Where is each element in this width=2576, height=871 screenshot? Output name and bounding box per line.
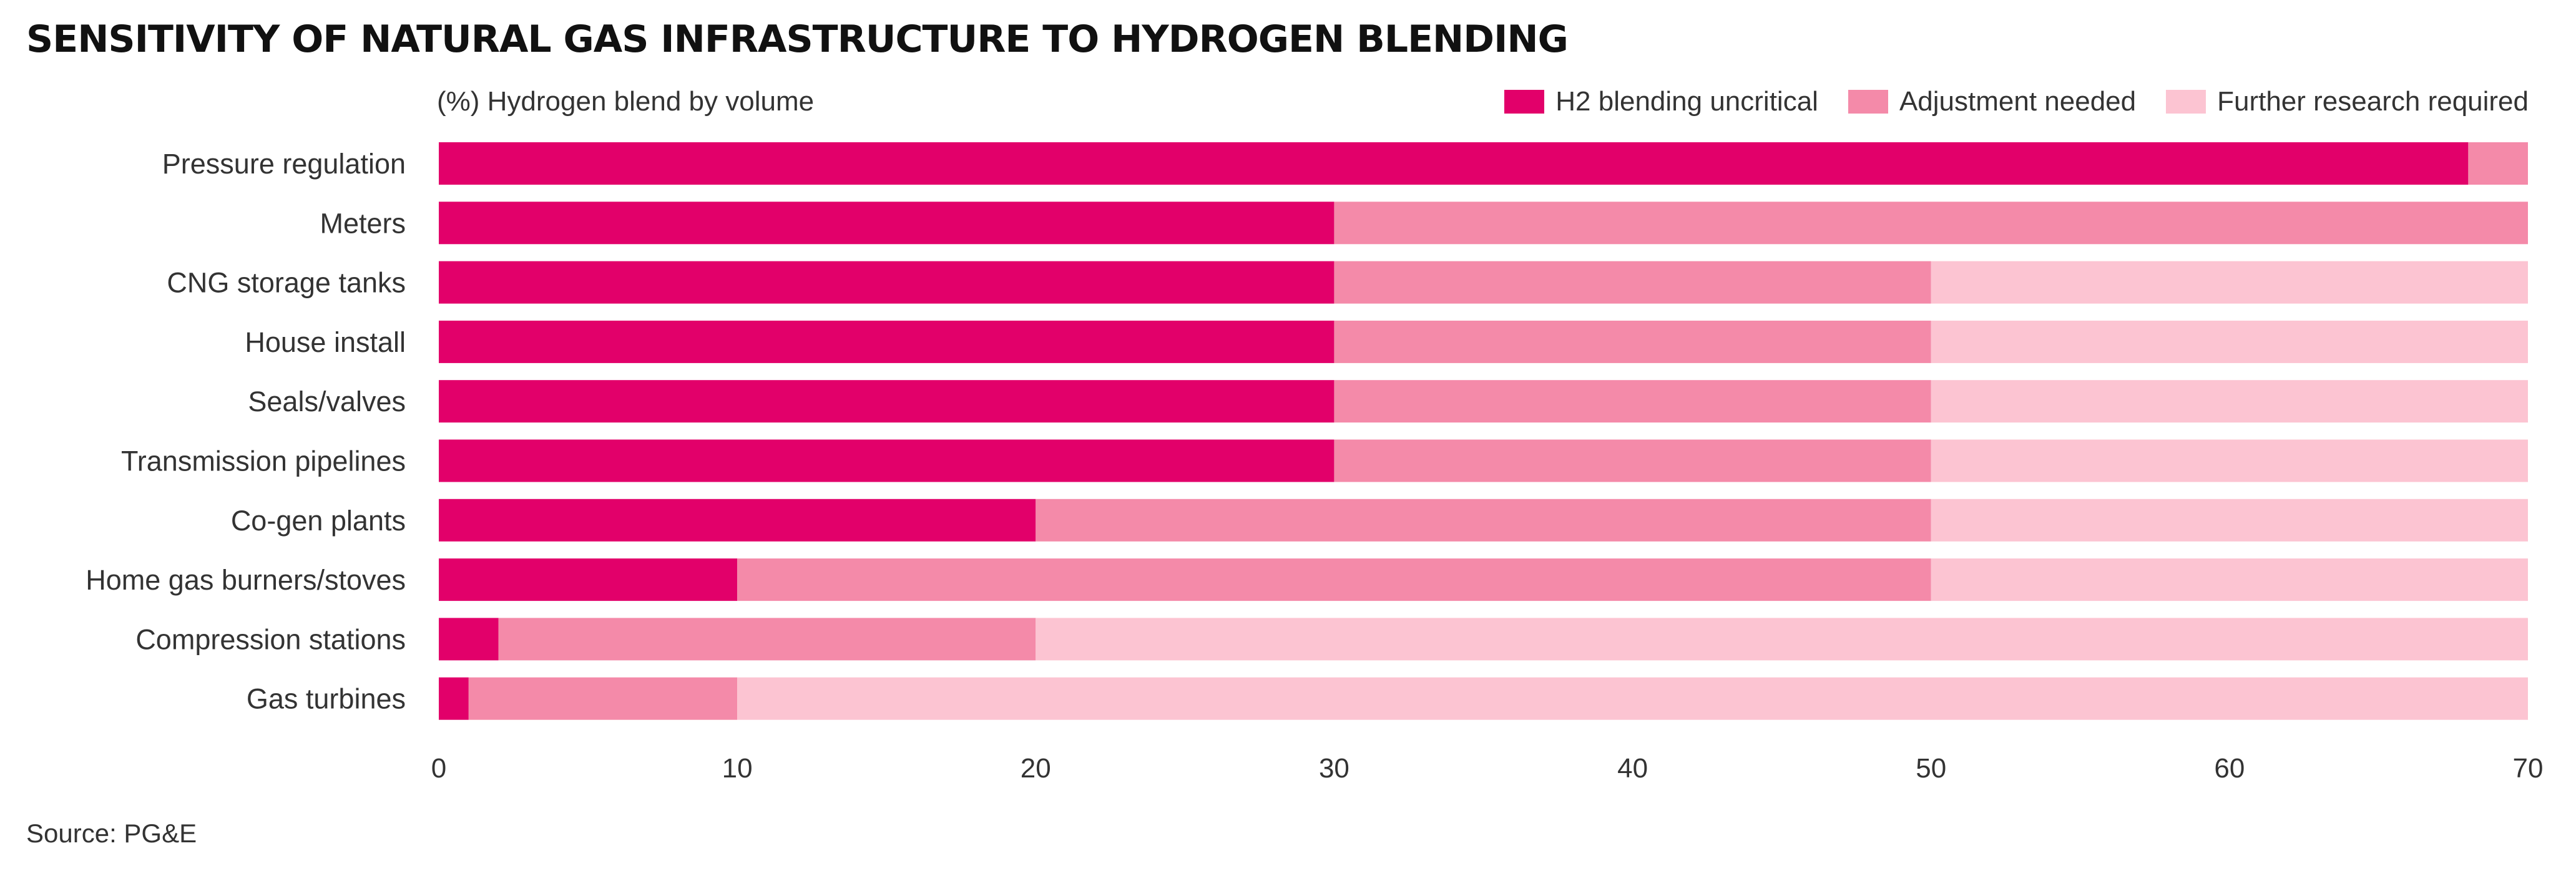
x-tick-label-70: 70 [2513,753,2544,784]
x-tick-label-60: 60 [2214,753,2245,784]
bar-segment-seals-valves-further-research-required [1931,380,2528,423]
bar-segment-co-gen-plants-adjustment-needed [1036,499,1931,542]
x-tick-label-10: 10 [722,753,753,784]
source-note: Source: PG&E [26,819,197,848]
bar-segment-transmission-pipelines-adjustment-needed [1334,439,1931,482]
legend-swatch-uncritical [1504,90,1545,114]
bar-segment-gas-turbines-h2-blending-uncritical [439,677,469,720]
x-tick-label-0: 0 [431,753,446,784]
legend-item-research: Further research required [2166,86,2529,117]
bar-segment-house-install-adjustment-needed [1334,320,1931,363]
chart-title: SENSITIVITY OF NATURAL GAS INFRASTRUCTUR… [26,17,1569,61]
category-label-transmission-pipelines: Transmission pipelines [121,445,406,477]
bar-segment-house-install-further-research-required [1931,320,2528,363]
axis-unit-label: (%) Hydrogen blend by volume [437,86,815,117]
legend-label-research: Further research required [2217,86,2529,117]
x-tick-label-30: 30 [1319,753,1349,784]
legend-swatch-adjustment [1848,90,1888,114]
bar-segment-pressure-regulation-adjustment-needed [2468,142,2528,185]
category-label-home-gas-burners-stoves: Home gas burners/stoves [86,564,406,596]
bar-segment-home-gas-burners-stoves-h2-blending-uncritical [439,558,738,601]
category-label-pressure-regulation: Pressure regulation [162,148,406,180]
bar-segment-home-gas-burners-stoves-further-research-required [1931,558,2528,601]
bar-segment-transmission-pipelines-further-research-required [1931,439,2528,482]
bar-segment-gas-turbines-further-research-required [737,677,2528,720]
category-label-house-install: House install [245,326,406,358]
legend: H2 blending uncritical Adjustment needed… [1504,86,2529,117]
category-label-co-gen-plants: Co-gen plants [231,505,406,537]
bar-segment-meters-h2-blending-uncritical [439,202,1335,245]
x-tick-label-40: 40 [1617,753,1648,784]
bar-segment-house-install-h2-blending-uncritical [439,320,1335,363]
bar-segment-seals-valves-adjustment-needed [1334,380,1931,423]
category-label-seals-valves: Seals/valves [248,386,406,417]
bar-segment-cng-storage-tanks-further-research-required [1931,261,2528,304]
category-label-meters: Meters [320,207,406,239]
legend-swatch-research [2166,90,2206,114]
bar-segment-seals-valves-h2-blending-uncritical [439,380,1335,423]
x-tick-label-50: 50 [1916,753,1946,784]
category-label-compression-stations: Compression stations [135,623,406,655]
bar-segment-co-gen-plants-further-research-required [1931,499,2528,542]
bar-segment-pressure-regulation-h2-blending-uncritical [439,142,2469,185]
bar-segment-compression-stations-adjustment-needed [498,618,1036,661]
legend-item-uncritical: H2 blending uncritical [1504,86,1818,117]
bar-segment-cng-storage-tanks-h2-blending-uncritical [439,261,1335,304]
bar-segment-meters-adjustment-needed [1334,202,2528,245]
legend-label-adjustment: Adjustment needed [1899,86,2137,117]
category-label-cng-storage-tanks: CNG storage tanks [167,267,406,299]
bar-segment-home-gas-burners-stoves-adjustment-needed [737,558,1931,601]
legend-label-uncritical: H2 blending uncritical [1555,86,1818,117]
category-label-gas-turbines: Gas turbines [247,683,406,715]
legend-item-adjustment: Adjustment needed [1848,86,2136,117]
bar-segment-gas-turbines-adjustment-needed [468,677,738,720]
bar-segment-transmission-pipelines-h2-blending-uncritical [439,439,1335,482]
bar-segment-co-gen-plants-h2-blending-uncritical [439,499,1036,542]
bar-segment-compression-stations-further-research-required [1036,618,2529,661]
bar-segment-compression-stations-h2-blending-uncritical [439,618,499,661]
x-tick-label-20: 20 [1021,753,1051,784]
bar-segment-cng-storage-tanks-adjustment-needed [1334,261,1931,304]
